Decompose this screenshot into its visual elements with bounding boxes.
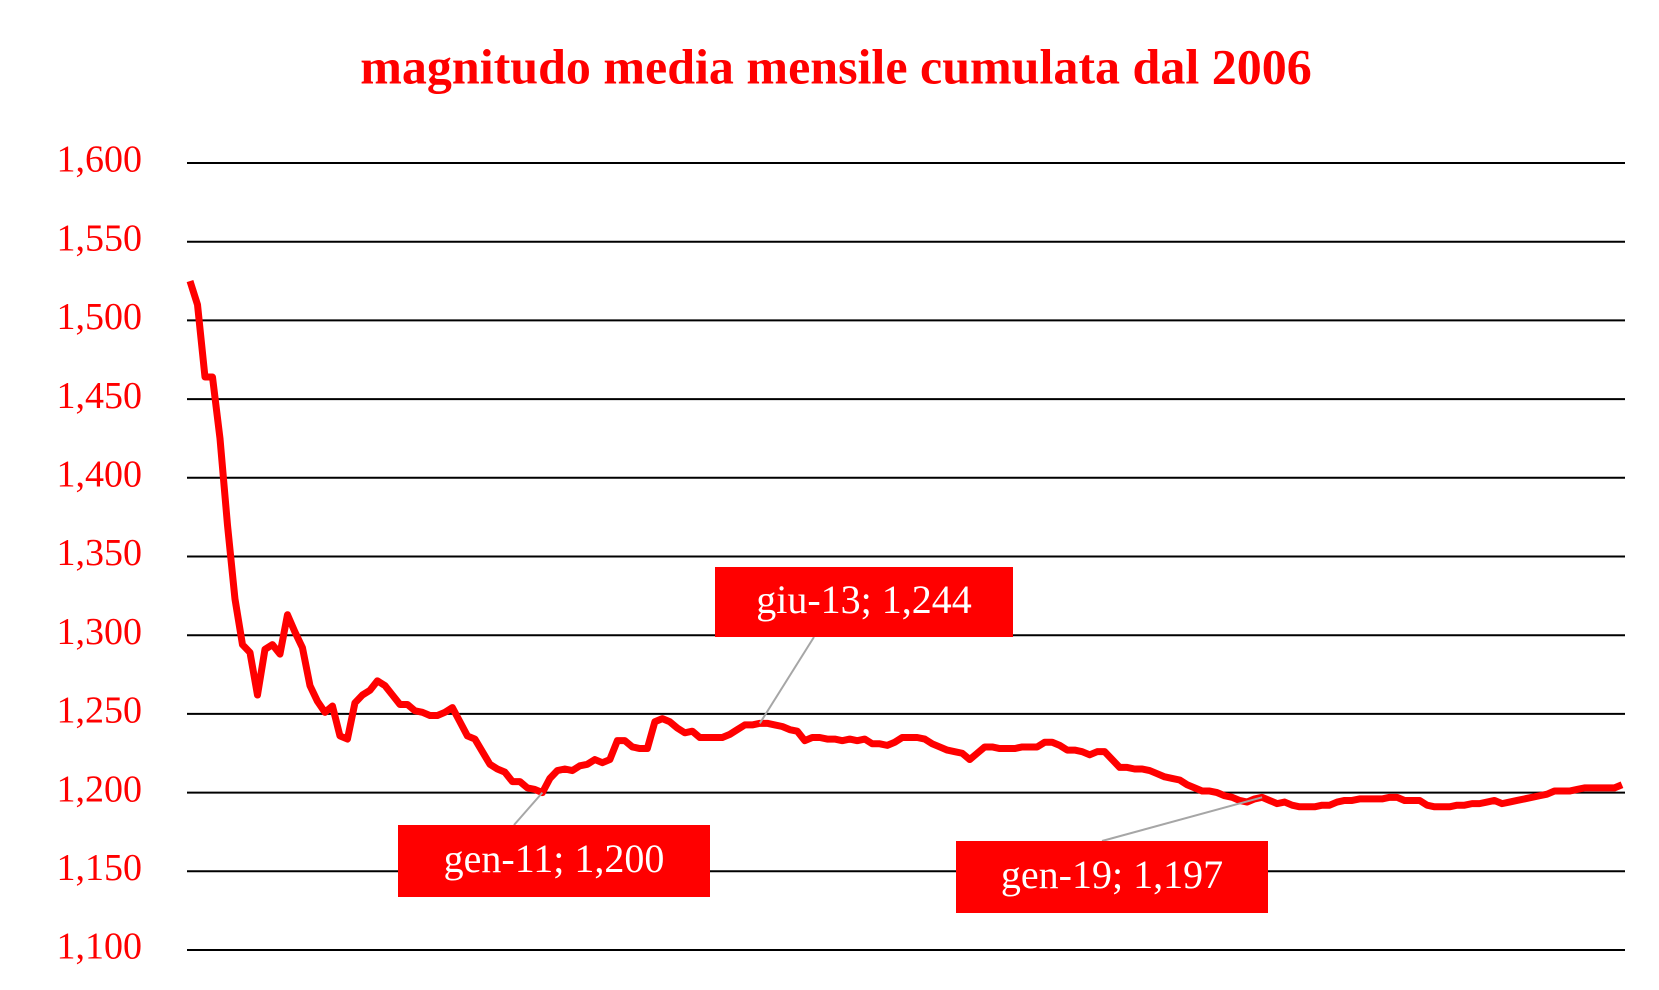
annotation-box <box>715 567 1013 637</box>
data-line <box>186 279 1624 811</box>
annotation-leader <box>1101 796 1263 842</box>
annotation-leader <box>758 636 815 724</box>
annotation-box <box>398 825 710 897</box>
y-tick-label: 1,150 <box>57 847 143 889</box>
annotation-leader <box>513 791 544 826</box>
y-tick-label: 1,500 <box>57 296 143 338</box>
annotation-label: gen-11; 1,200 <box>444 836 665 881</box>
y-tick-label: 1,300 <box>57 611 143 653</box>
annotation-label: gen-19; 1,197 <box>1001 852 1223 897</box>
y-tick-label: 1,450 <box>57 375 143 417</box>
annotation-label: giu-13; 1,244 <box>756 577 972 622</box>
y-tick-label: 1,550 <box>57 217 143 259</box>
annotation-box <box>956 841 1268 913</box>
y-tick-label: 1,200 <box>57 768 143 810</box>
y-tick-label: 1,600 <box>57 139 143 181</box>
y-tick-label: 1,350 <box>57 532 143 574</box>
y-tick-label: 1,250 <box>57 690 143 732</box>
y-tick-label: 1,400 <box>57 454 143 496</box>
chart-title: magnitudo media mensile cumulata dal 200… <box>360 38 1311 94</box>
y-tick-label: 1,100 <box>57 926 143 968</box>
